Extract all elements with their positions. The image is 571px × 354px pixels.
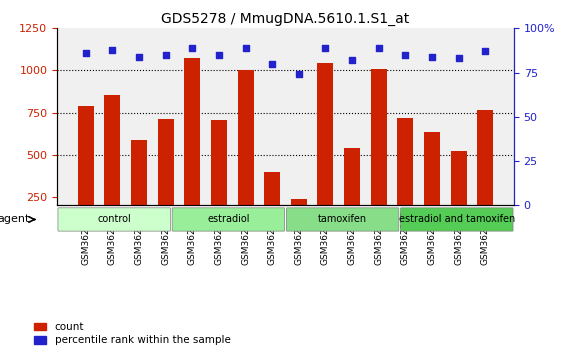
- FancyBboxPatch shape: [401, 208, 513, 231]
- Bar: [184, 58, 200, 239]
- Point: [294, 72, 303, 77]
- Bar: [131, 139, 147, 239]
- Point: [108, 47, 117, 52]
- Point: [161, 52, 170, 58]
- Text: estradiol: estradiol: [207, 215, 250, 224]
- Text: estradiol and tamoxifen: estradiol and tamoxifen: [399, 215, 515, 224]
- Point: [268, 61, 277, 67]
- FancyBboxPatch shape: [172, 208, 285, 231]
- Text: control: control: [97, 215, 131, 224]
- Bar: [424, 132, 440, 239]
- Point: [81, 50, 90, 56]
- Point: [135, 54, 144, 59]
- Point: [427, 54, 436, 59]
- FancyBboxPatch shape: [58, 208, 170, 231]
- Bar: [371, 69, 387, 239]
- Point: [454, 56, 463, 61]
- Bar: [104, 95, 120, 239]
- Bar: [158, 119, 174, 239]
- Bar: [451, 152, 467, 239]
- Legend: count, percentile rank within the sample: count, percentile rank within the sample: [34, 322, 231, 345]
- Bar: [78, 106, 94, 239]
- Title: GDS5278 / MmugDNA.5610.1.S1_at: GDS5278 / MmugDNA.5610.1.S1_at: [162, 12, 409, 26]
- Point: [214, 52, 223, 58]
- Point: [348, 57, 357, 63]
- Bar: [264, 172, 280, 239]
- Bar: [317, 63, 333, 239]
- Point: [241, 45, 250, 51]
- Bar: [344, 148, 360, 239]
- FancyBboxPatch shape: [287, 208, 399, 231]
- Bar: [397, 118, 413, 239]
- Point: [481, 48, 490, 54]
- Bar: [291, 199, 307, 239]
- Bar: [238, 70, 254, 239]
- Text: tamoxifen: tamoxifen: [318, 215, 367, 224]
- Point: [321, 45, 330, 51]
- Bar: [211, 120, 227, 239]
- Bar: [477, 110, 493, 239]
- Point: [374, 45, 383, 51]
- Point: [401, 52, 410, 58]
- Point: [188, 45, 197, 51]
- Text: agent: agent: [0, 215, 30, 224]
